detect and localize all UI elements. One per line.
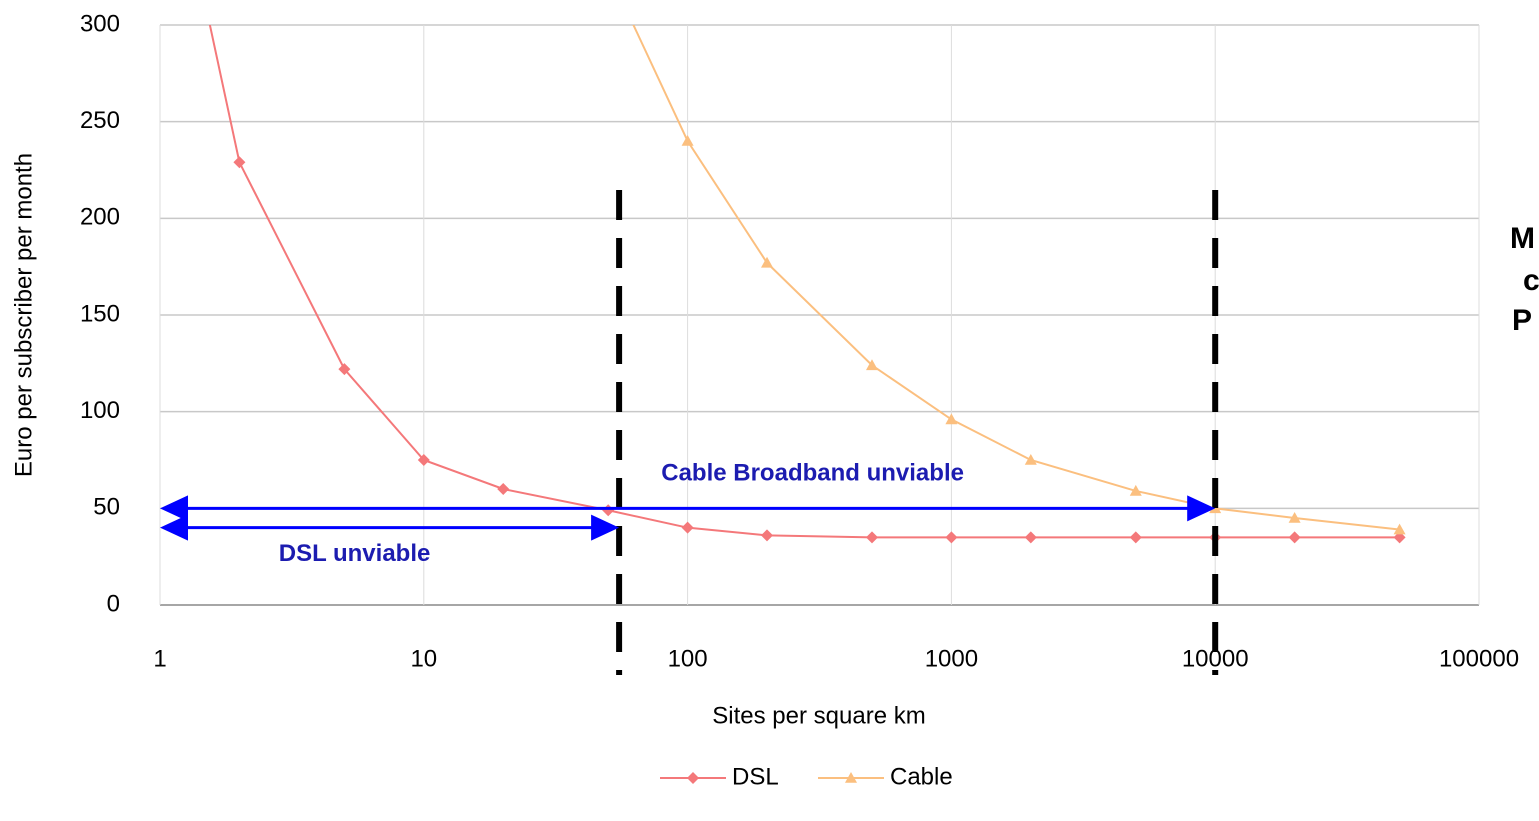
data-point xyxy=(1393,523,1406,535)
x-axis-label: Sites per square km xyxy=(712,702,925,729)
legend-label: Cable xyxy=(890,763,953,790)
data-point xyxy=(681,521,694,534)
y-tick-label: 0 xyxy=(107,590,120,617)
data-point xyxy=(1024,454,1037,465)
series-line xyxy=(632,25,1400,531)
data-point xyxy=(1129,531,1142,544)
arrow-head xyxy=(160,495,188,522)
data-point xyxy=(1288,531,1301,544)
y-tick-label: 200 xyxy=(80,204,120,231)
data-point xyxy=(1129,484,1142,496)
data-point xyxy=(233,156,246,169)
side-text: M xyxy=(1510,222,1535,255)
legend-label: DSL xyxy=(732,763,779,790)
side-text: c xyxy=(1523,264,1539,297)
x-tick-label: 100 xyxy=(668,645,708,672)
x-tick-label: 1000 xyxy=(925,645,978,672)
data-point xyxy=(1288,512,1301,523)
data-point xyxy=(497,483,510,495)
data-point xyxy=(602,504,615,517)
data-point xyxy=(417,454,430,466)
data-point xyxy=(681,135,694,146)
x-tick-label: 100000 xyxy=(1439,645,1519,672)
arrow-head xyxy=(1187,495,1216,522)
data-point xyxy=(945,531,958,544)
arrow-head xyxy=(160,514,188,541)
data-point xyxy=(945,413,958,425)
side-text: P xyxy=(1512,304,1532,337)
y-tick-label: 250 xyxy=(80,107,120,134)
y-tick-label: 300 xyxy=(80,10,120,37)
legend-marker xyxy=(845,772,857,783)
data-point xyxy=(865,531,878,544)
y-tick-label: 100 xyxy=(80,397,120,424)
arrow-head xyxy=(591,514,620,541)
x-tick-label: 10 xyxy=(410,645,437,672)
x-tick-label: 1 xyxy=(153,645,166,672)
legend-marker xyxy=(687,772,699,784)
data-point xyxy=(761,529,774,542)
y-axis-label: Euro per subscriber per month xyxy=(10,153,37,477)
data-point xyxy=(761,256,774,268)
y-tick-label: 150 xyxy=(80,300,120,327)
y-tick-label: 50 xyxy=(93,494,120,521)
arrow-label: DSL unviable xyxy=(279,540,431,567)
data-point xyxy=(338,363,351,376)
data-point xyxy=(1024,531,1037,544)
data-point xyxy=(865,359,878,371)
arrow-label: Cable Broadband unviable xyxy=(661,460,964,487)
